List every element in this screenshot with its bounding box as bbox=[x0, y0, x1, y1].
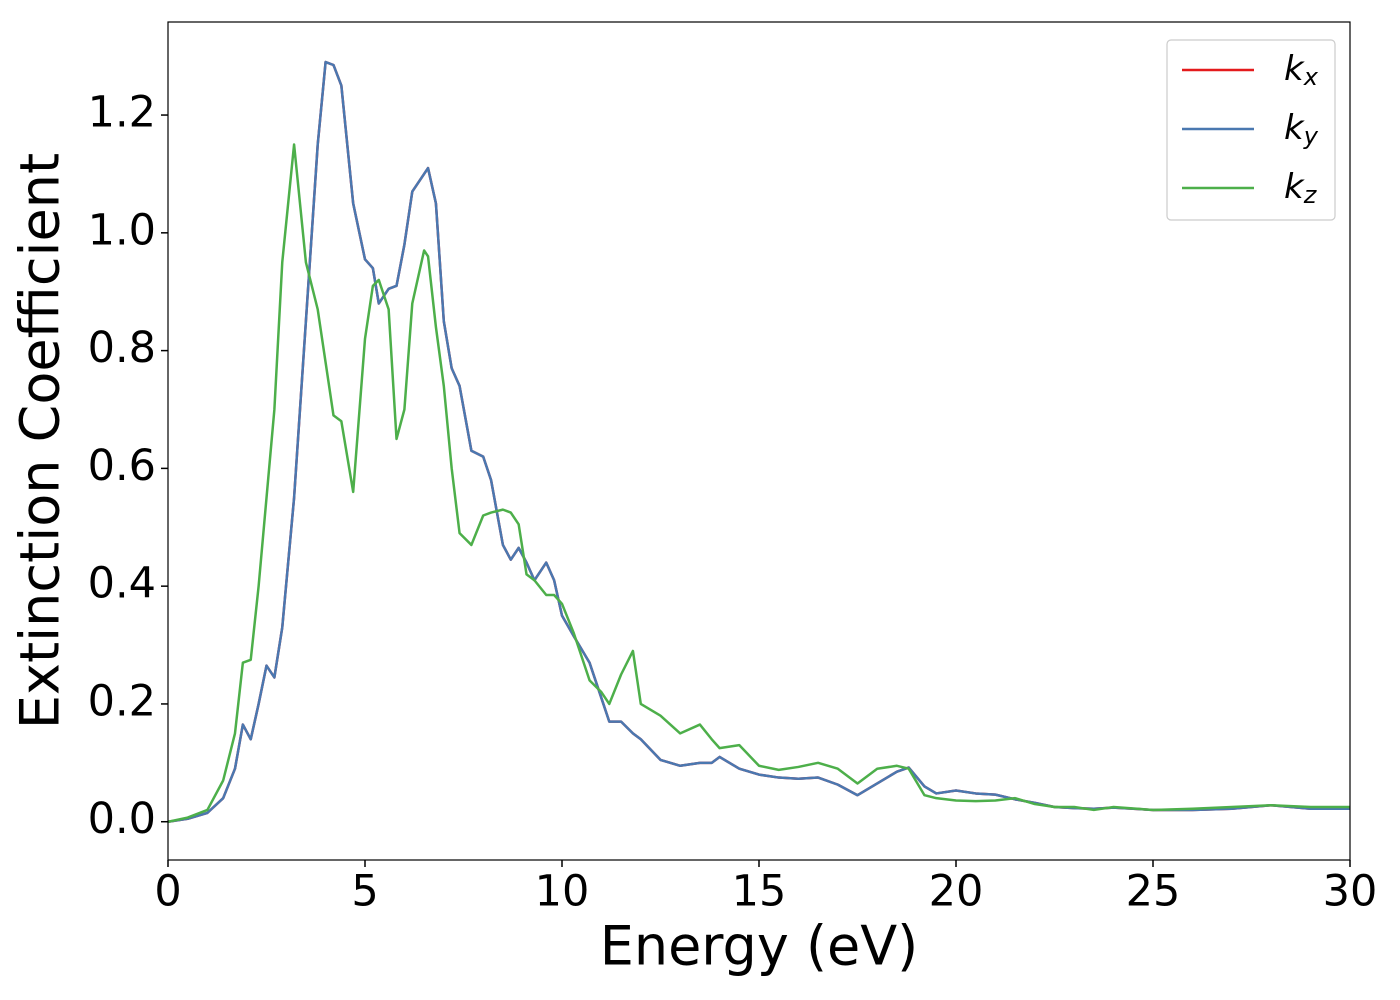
y-tick-label: 0.8 bbox=[88, 323, 156, 373]
x-tick-label: 0 bbox=[154, 867, 181, 917]
y-tick-label: 0.0 bbox=[88, 794, 156, 844]
y-tick-label: 1.0 bbox=[88, 205, 156, 255]
x-tick-label: 10 bbox=[535, 867, 590, 917]
y-tick-label: 1.2 bbox=[88, 88, 156, 138]
legend-label: ky bbox=[1284, 108, 1319, 151]
x-tick-label: 15 bbox=[732, 867, 787, 917]
series-line bbox=[168, 60, 1350, 823]
y-axis-label: Extinction Coefficient bbox=[9, 153, 72, 729]
legend-label: kx bbox=[1284, 49, 1319, 92]
y-tick-label: 0.6 bbox=[88, 441, 156, 491]
x-tick-label: 20 bbox=[929, 867, 984, 917]
y-tick-label: 0.2 bbox=[88, 676, 156, 726]
legend-label: kz bbox=[1284, 167, 1318, 210]
y-tick-label: 0.4 bbox=[88, 559, 156, 609]
x-tick-label: 25 bbox=[1126, 867, 1181, 917]
plot-frame bbox=[167, 21, 1351, 861]
series-line bbox=[168, 143, 1350, 823]
x-tick-label: 30 bbox=[1323, 867, 1378, 917]
x-tick-label: 5 bbox=[351, 867, 378, 917]
x-axis-label: Energy (eV) bbox=[600, 915, 919, 978]
